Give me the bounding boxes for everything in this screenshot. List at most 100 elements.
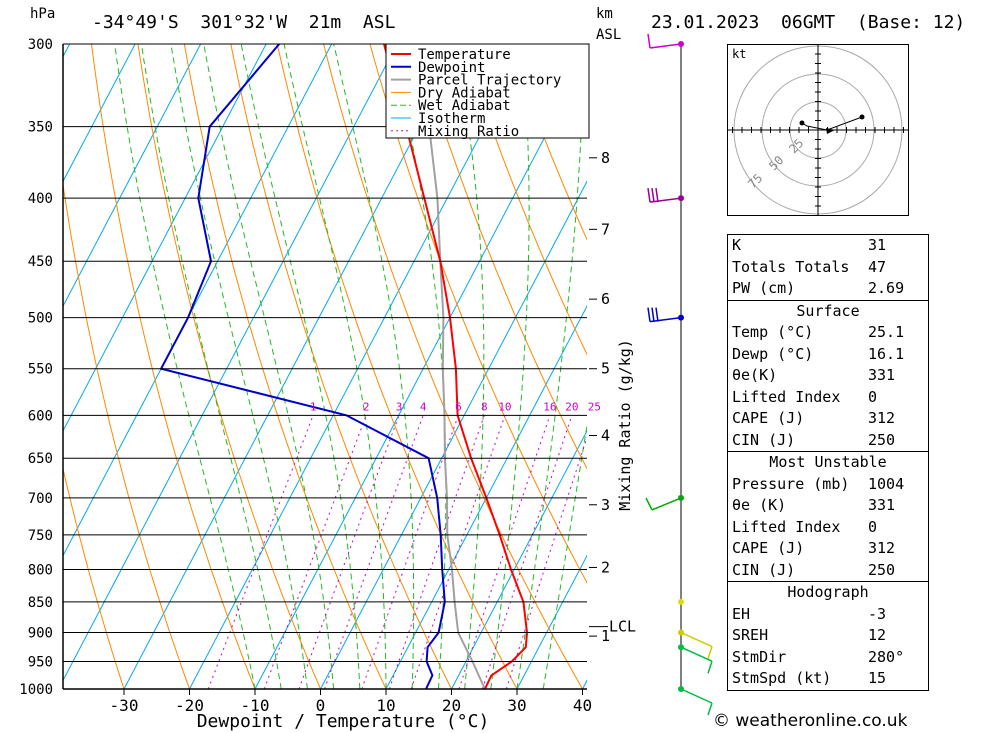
x-tick-label: 30 — [507, 696, 526, 715]
dry-adiabat-line — [91, 44, 256, 689]
isotherm-line — [385, 305, 587, 689]
km-tick-label: 8 — [601, 149, 610, 167]
pressure-unit-label: hPa — [30, 6, 56, 22]
dry-adiabat-line — [462, 44, 587, 356]
stats-row: CAPE (J) 312 — [728, 408, 928, 430]
wind-barb — [678, 629, 713, 659]
km-tick-label: 3 — [601, 496, 610, 514]
wind-barb-flag — [647, 188, 651, 203]
km-tick-label: 2 — [601, 558, 610, 576]
wet-adiabat-line — [283, 44, 387, 689]
x-tick-label: 0 — [316, 696, 326, 715]
dry-adiabat-line — [927, 44, 1000, 689]
isotherm-line — [0, 44, 4, 689]
stats-row: CIN (J) 250 — [728, 430, 928, 452]
mixing-ratio-line — [263, 415, 367, 689]
x-tick-label: 20 — [442, 696, 461, 715]
pressure-tick-label: 950 — [28, 655, 53, 671]
stats-label: CAPE (J) — [732, 409, 805, 427]
asl-unit-label: ASL — [596, 27, 622, 43]
wind-barb-flag — [645, 497, 653, 511]
location-title: -34°49'S 301°32'W 21m ASL — [92, 12, 396, 33]
stats-label: StmSpd (kt) — [732, 669, 832, 687]
stats-label: EH — [732, 604, 751, 623]
wet-adiabat-line — [114, 44, 256, 689]
mixing-ratio-line — [458, 415, 551, 689]
dry-adiabat-line — [508, 44, 587, 241]
stats-row: SREH 12 — [728, 625, 928, 647]
mixing-ratio-line — [505, 436, 587, 689]
isotherm-line — [254, 55, 587, 689]
stats-value: 0 — [868, 387, 878, 406]
isotherm-line — [189, 44, 529, 689]
x-tick-label: 40 — [573, 696, 592, 715]
stats-value: 250 — [868, 560, 896, 579]
stats-value: 47 — [868, 257, 887, 276]
mixing-ratio-label: 25 — [588, 400, 601, 413]
stats-row: θe (K) 331 — [728, 495, 928, 517]
km-tick-label: 7 — [601, 220, 610, 238]
stats-value: 250 — [868, 430, 896, 449]
stats-value: 16.1 — [868, 344, 905, 363]
isotherm-line — [516, 554, 587, 689]
mixing-ratio-label: 3 — [396, 400, 403, 413]
wind-barb-shaft — [649, 197, 682, 203]
stats-label: Lifted Index — [732, 387, 841, 406]
wind-barb-shaft — [651, 497, 682, 511]
wet-adiabat-line — [141, 44, 282, 689]
pressure-tick-label: 650 — [28, 451, 53, 467]
isotherm-line — [123, 44, 464, 689]
x-tick-label: 10 — [376, 696, 395, 715]
wind-barb — [647, 33, 684, 49]
wind-barb-shaft — [680, 646, 713, 662]
mixing-ratio-axis-title: Mixing Ratio (g/kg) — [616, 339, 634, 511]
isotherm-line — [320, 180, 587, 689]
pressure-tick-label: 800 — [28, 562, 53, 578]
pressure-tick-label: 1000 — [19, 682, 53, 698]
mixing-ratio-label: 16 — [543, 400, 556, 413]
pressure-tick-label: 600 — [28, 408, 53, 424]
legend-label: Wet Adiabat — [418, 98, 511, 114]
dry-adiabat-line — [230, 44, 452, 689]
mixing-ratio-label: 10 — [498, 400, 511, 413]
hodograph-point — [859, 114, 865, 120]
stats-value: 2.69 — [868, 279, 905, 297]
stats-value: 1004 — [868, 474, 905, 493]
stats-row: EH -3 — [728, 604, 928, 626]
stats-label: Lifted Index — [732, 517, 841, 536]
dry-adiabat-line — [276, 44, 518, 689]
mixing-ratio-label: 4 — [420, 400, 427, 413]
stats-label: Dewp (°C) — [732, 344, 814, 363]
mixing-ratio-line — [324, 415, 424, 689]
mixing-ratio-line — [481, 415, 573, 689]
stats-row: CAPE (J) 312 — [728, 538, 928, 560]
stats-row: Pressure (mb) 1004 — [728, 474, 928, 496]
stats-row: Temp (°C) 25.1 — [728, 322, 928, 344]
stats-row: Lifted Index 0 — [728, 387, 928, 409]
pressure-tick-label: 850 — [28, 595, 53, 611]
km-tick-label: 6 — [601, 290, 610, 308]
isotherm-line — [63, 44, 136, 183]
stats-label: SREH — [732, 626, 769, 644]
stats-section-title: Most Unstable — [728, 451, 928, 474]
stats-row: Totals Totals 47 — [728, 257, 928, 279]
wind-barb-shaft — [680, 688, 713, 704]
pressure-tick-label: 700 — [28, 491, 53, 507]
wind-barb — [678, 644, 713, 674]
dry-adiabat-line — [63, 466, 125, 689]
wet-adiabat-line — [516, 44, 585, 689]
pressure-tick-label: 500 — [28, 311, 53, 327]
stats-row: Dewp (°C) 16.1 — [728, 344, 928, 366]
dry-adiabat-line — [63, 181, 190, 689]
hodograph-point — [799, 120, 805, 126]
stats-label: K — [732, 236, 742, 254]
hodograph-trace — [801, 116, 863, 131]
wind-barb — [678, 598, 684, 605]
stats-label: CAPE (J) — [732, 539, 805, 557]
stats-value: 25.1 — [868, 323, 905, 341]
stats-row: StmSpd (kt) 15 — [728, 668, 928, 690]
stats-value: 331 — [868, 496, 896, 514]
km-tick-label: 4 — [601, 426, 610, 444]
